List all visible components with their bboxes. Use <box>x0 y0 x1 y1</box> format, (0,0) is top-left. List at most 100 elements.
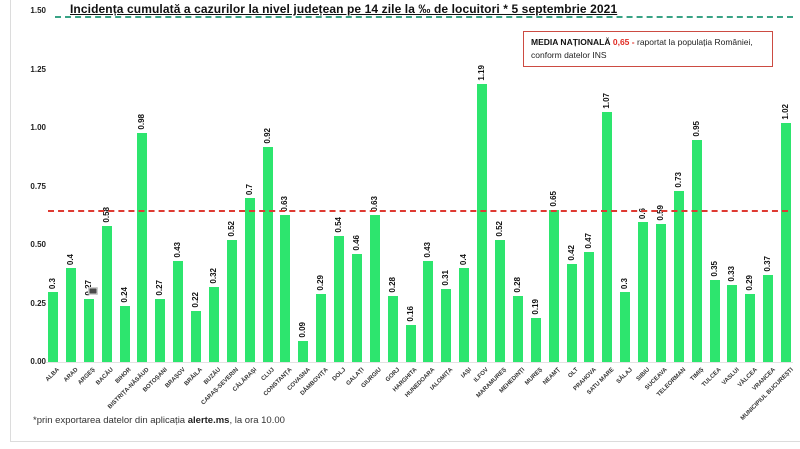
bar-value-label: 0.29 <box>745 275 755 291</box>
footnote-suffix: , la ora 10.00 <box>229 415 285 426</box>
bar <box>155 299 166 362</box>
bar <box>530 318 541 362</box>
bar <box>638 222 649 362</box>
bar-value-label: 0.4 <box>65 253 75 265</box>
national-average-line <box>48 210 788 212</box>
bar-value-label: 0.09 <box>298 322 308 338</box>
bar <box>387 296 398 362</box>
y-axis-tick-label: 0.00 <box>30 357 46 366</box>
bar <box>441 289 452 362</box>
x-axis-label: SĂLAJ <box>615 367 634 386</box>
bar-value-label: 0.92 <box>262 128 272 144</box>
bar-value-label: 0.33 <box>727 266 737 282</box>
bar-value-label: 0.24 <box>119 287 129 303</box>
bar-value-label: 0.32 <box>208 268 218 284</box>
bar <box>495 240 505 362</box>
y-axis-tick-label: 0.75 <box>30 181 46 191</box>
bar <box>65 268 76 362</box>
x-axis-label: BACĂU <box>95 367 115 387</box>
bar <box>369 215 380 362</box>
footnote-prefix: *prin exportarea datelor din aplicația <box>33 415 188 426</box>
bar <box>298 341 309 362</box>
bar-value-label: 0.37 <box>763 256 773 272</box>
bar-value-label: 0.52 <box>495 221 504 237</box>
bar <box>208 287 219 362</box>
bar <box>709 280 720 362</box>
y-axis-tick-label: 1.50 <box>30 6 46 15</box>
x-axis-label: OLT <box>567 367 580 380</box>
bar-value-label: 0.59 <box>655 205 665 221</box>
bar <box>101 226 112 362</box>
bar-value-label: 0.95 <box>691 121 701 137</box>
page-bottom-border <box>10 441 800 442</box>
y-axis-tick-label: 0.50 <box>30 240 46 249</box>
bar-value-label: 1.07 <box>602 93 612 109</box>
bar <box>280 215 291 362</box>
national-average-callout: MEDIA NAȚIONALĂ 0,65 - raportat la popul… <box>523 31 773 68</box>
bar <box>48 292 58 362</box>
x-axis-label: MUREȘ <box>524 367 545 387</box>
bar <box>262 147 273 362</box>
bar <box>781 123 792 362</box>
x-axis-label: BRĂILA <box>184 367 205 388</box>
x-axis-label: CLUJ <box>260 367 276 383</box>
y-axis-tick-label: 1.00 <box>30 123 46 132</box>
bar <box>226 240 237 362</box>
x-axis-label: NEAMȚ <box>542 367 562 387</box>
bar-value-label: 0.3 <box>48 277 57 289</box>
bar <box>673 191 684 362</box>
bar-value-label: 0.19 <box>530 299 540 315</box>
x-axis-label: ARGEȘ <box>77 367 98 387</box>
bar <box>351 254 362 362</box>
bar-value-label: 0.35 <box>709 261 719 277</box>
bar-value-label: 0.27 <box>155 280 165 296</box>
x-axis-label: IAȘI <box>459 367 473 380</box>
bar <box>512 296 523 362</box>
bar <box>655 224 666 362</box>
bar <box>405 325 416 362</box>
bar-value-label: 0.22 <box>191 292 201 308</box>
bar <box>173 261 184 362</box>
bar-value-label: 0.29 <box>316 275 326 291</box>
bar-value-label: 0.46 <box>351 235 361 251</box>
bar <box>119 306 130 362</box>
bar-value-label: 0.42 <box>566 245 576 261</box>
y-axis-tick-label: 1.25 <box>30 64 46 74</box>
national-average-value: 0,65 - <box>612 37 635 47</box>
bar <box>316 294 327 362</box>
bar <box>83 299 94 362</box>
x-axis-label: DOLJ <box>331 367 348 383</box>
bar-value-label: 0.73 <box>673 172 683 188</box>
y-axis-tick-label: 0.25 <box>30 298 46 308</box>
bar-value-label: 0.28 <box>512 277 522 293</box>
national-average-text2: conform datelor INS <box>531 50 607 61</box>
bar <box>334 236 345 362</box>
bar <box>191 311 202 362</box>
bar <box>763 275 774 362</box>
bar-value-label: 0.52 <box>226 221 236 237</box>
national-average-label: MEDIA NAȚIONALĂ <box>531 37 611 47</box>
bar-value-label: 0.31 <box>441 270 451 286</box>
screenshot-artifact-icon <box>88 287 98 295</box>
bar <box>477 84 488 362</box>
bar <box>584 252 595 362</box>
bar-value-label: 1.19 <box>477 65 487 81</box>
footnote-app-name: alerte.ms <box>187 415 230 426</box>
bar-value-label: 0.43 <box>423 242 433 258</box>
bar-value-label: 1.02 <box>781 104 791 120</box>
bar <box>602 112 613 362</box>
bar-value-label: 0.54 <box>334 217 344 233</box>
bar-value-label: 0.65 <box>548 191 558 207</box>
bar-value-label: 0.28 <box>387 277 397 293</box>
bar-value-label: 0.43 <box>173 242 183 258</box>
bar <box>459 268 470 362</box>
national-average-text: raportat la populația României, <box>636 37 753 47</box>
bar-value-label: 0.4 <box>459 253 469 265</box>
bar <box>745 294 756 362</box>
chart-title: Incidența cumulată a cazurilor la nivel … <box>70 2 618 16</box>
bar <box>244 198 255 362</box>
x-axis-label: TIMIȘ <box>689 367 705 383</box>
bar-value-label: 0.98 <box>137 114 147 130</box>
title-dashed-underline <box>55 16 793 18</box>
